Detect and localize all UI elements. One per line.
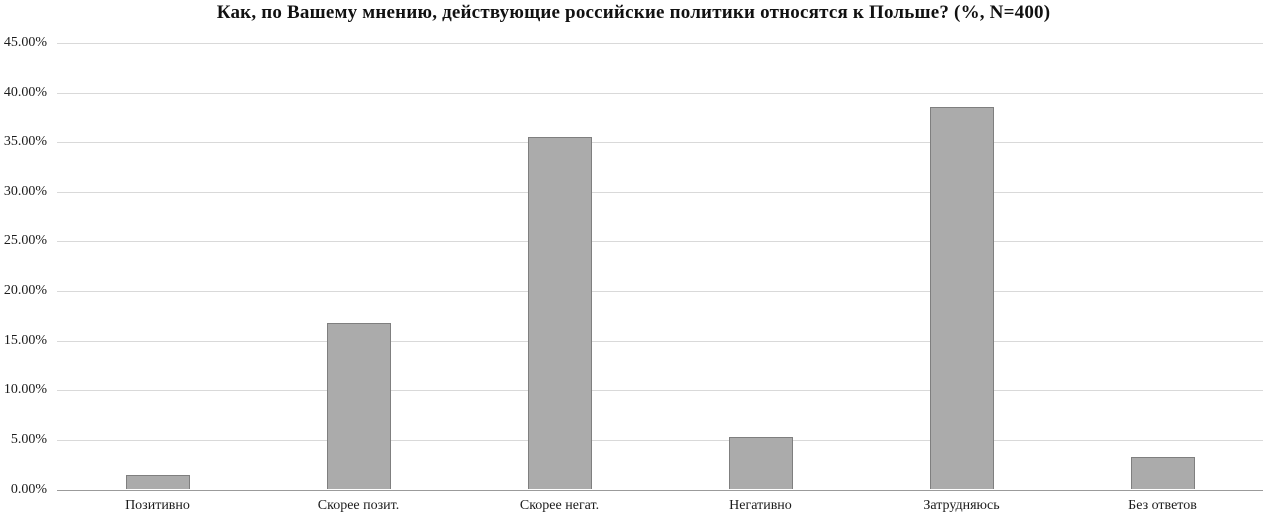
x-axis-category-label: Без ответов — [1128, 497, 1197, 513]
gridline — [57, 390, 1263, 392]
y-axis-tick-label: 5.00% — [10, 431, 47, 447]
bar-Позитивно — [125, 474, 190, 490]
y-axis-tick-label: 40.00% — [3, 84, 47, 100]
y-axis-tick-label: 35.00% — [3, 134, 47, 150]
bar-Негативно — [728, 437, 793, 490]
x-axis-category-label: Негативно — [729, 497, 792, 513]
gridline — [57, 439, 1263, 441]
x-axis-category-label: Позитивно — [125, 497, 190, 513]
gridline — [57, 92, 1263, 94]
y-axis-tick-label: 45.00% — [3, 35, 47, 50]
y-axis-tick-label: 30.00% — [3, 183, 47, 199]
y-axis-tick-label: 10.00% — [3, 382, 47, 398]
y-axis-tick-label: 15.00% — [3, 332, 47, 348]
bar-Затрудняюсь — [929, 107, 994, 490]
x-axis-category-label: Скорее позит. — [317, 497, 400, 513]
bar-Без ответов — [1130, 457, 1195, 490]
x-axis-category-label: Затрудняюсь — [923, 497, 1000, 513]
gridline — [57, 142, 1263, 144]
bar-Скорее негат. — [527, 137, 592, 490]
gridline — [57, 291, 1263, 293]
y-axis-tick-label: 0.00% — [10, 481, 47, 497]
gridline — [57, 191, 1263, 193]
x-axis-line — [57, 489, 1263, 491]
chart-title: Как, по Вашему мнению, действующие росси… — [216, 2, 1051, 23]
bar-Скорее позит. — [326, 323, 391, 490]
gridline — [57, 241, 1263, 243]
gridline — [57, 43, 1263, 44]
gridline — [57, 340, 1263, 342]
y-axis-tick-label: 25.00% — [3, 233, 47, 249]
x-axis-category-label: Скорее негат. — [519, 497, 600, 513]
y-axis-tick-label: 20.00% — [3, 283, 47, 299]
